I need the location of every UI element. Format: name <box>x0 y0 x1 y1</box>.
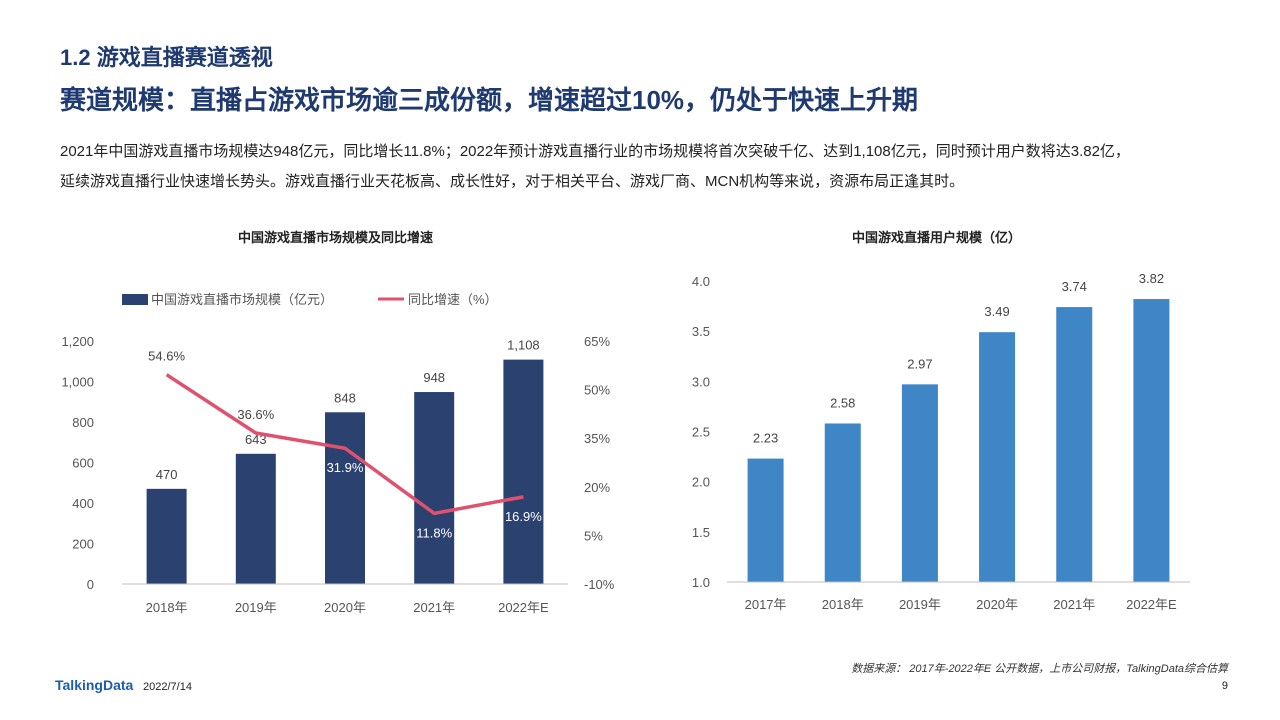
y-left-tick-label: 800 <box>72 415 94 430</box>
x-category-label: 2019年 <box>899 597 941 612</box>
user-scale-bar <box>747 458 784 582</box>
page-number: 9 <box>1221 680 1228 692</box>
user-scale-bar <box>979 332 1016 582</box>
x-category-label: 2021年 <box>413 600 455 615</box>
market-size-data-label: 1,108 <box>507 338 540 353</box>
market-size-bar <box>414 392 455 584</box>
data-source: 数据来源： 2017年-2022年E 公开数据，上市公司财报，TalkingDa… <box>851 663 1228 675</box>
legend-bar-swatch <box>122 294 148 305</box>
x-category-label: 2020年 <box>976 597 1018 612</box>
growth-rate-data-label: 31.9% <box>327 460 364 475</box>
y-tick-label: 2.5 <box>692 425 710 440</box>
user-scale-data-label: 2.23 <box>753 431 778 446</box>
user-scale-bar <box>1133 299 1170 582</box>
section-title: 1.2 游戏直播赛道透视 <box>60 45 273 70</box>
y-right-tick-label: -10% <box>584 577 615 592</box>
y-left-tick-label: 0 <box>87 577 94 592</box>
user-scale-bar <box>1056 307 1093 582</box>
growth-rate-data-label: 11.8% <box>416 525 452 540</box>
growth-rate-line <box>165 373 524 516</box>
user-scale-data-label: 3.74 <box>1062 279 1087 294</box>
y-tick-label: 1.5 <box>692 525 710 540</box>
y-tick-label: 1.0 <box>692 575 710 590</box>
y-tick-label: 3.0 <box>692 374 710 389</box>
user-scale-data-label: 2.97 <box>907 356 932 371</box>
user-scale-data-label: 3.82 <box>1139 271 1164 286</box>
talkingdata-logo: TalkingData <box>55 677 134 693</box>
market-size-bar <box>235 453 276 584</box>
x-category-label: 2022年E <box>498 600 549 615</box>
users-chart-title: 中国游戏直播用户规模（亿） <box>852 230 1022 245</box>
headline: 赛道规模：直播占游戏市场逾三成份额，增速超过10%，仍处于快速上升期 <box>60 85 919 115</box>
legend-bar-label: 中国游戏直播市场规模（亿元） <box>151 292 333 307</box>
x-category-label: 2018年 <box>822 597 864 612</box>
footer-date: 2022/7/14 <box>143 681 192 693</box>
y-tick-label: 4.0 <box>692 274 710 289</box>
market-size-bar <box>146 488 187 584</box>
market-size-data-label: 948 <box>423 370 445 385</box>
x-category-label: 2022年E <box>1126 597 1177 612</box>
summary-text: 2021年中国游戏直播市场规模达948亿元，同比增长11.8%；2022年预计游… <box>60 137 1230 197</box>
market-size-data-label: 470 <box>156 467 178 482</box>
x-category-label: 2020年 <box>324 600 366 615</box>
market-size-bar <box>503 359 544 584</box>
x-category-label: 2018年 <box>146 600 188 615</box>
x-category-label: 2021年 <box>1053 597 1095 612</box>
market-size-data-label: 848 <box>334 390 356 405</box>
y-tick-label: 3.5 <box>692 324 710 339</box>
y-right-tick-label: 20% <box>584 480 610 495</box>
y-right-tick-label: 35% <box>584 431 610 446</box>
x-category-label: 2017年 <box>745 597 787 612</box>
summary-line-1: 2021年中国游戏直播市场规模达948亿元，同比增长11.8%；2022年预计游… <box>60 143 1130 160</box>
market-size-bar <box>325 412 365 584</box>
y-right-tick-label: 65% <box>584 334 610 349</box>
y-tick-label: 2.0 <box>692 475 710 490</box>
user-scale-bar <box>901 384 938 582</box>
y-left-tick-label: 1,000 <box>61 375 94 390</box>
market-size-chart: 中国游戏直播市场规模（亿元） 同比增速（%） 0 200 400 600 800 1,000 1… <box>61 292 615 615</box>
growth-rate-data-label: 36.6% <box>237 407 274 422</box>
market-chart-title: 中国游戏直播市场规模及同比增速 <box>238 230 434 245</box>
y-right-tick-label: 5% <box>584 528 603 543</box>
y-left-tick-label: 200 <box>72 537 94 552</box>
legend-line-label: 同比增速（%） <box>408 292 498 307</box>
growth-rate-data-label: 54.6% <box>148 349 185 364</box>
y-left-tick-label: 1,200 <box>61 334 94 349</box>
user-scale-chart: 1.0 1.5 2.0 2.5 3.0 3.5 4.0 2.23 2.58 2.97 3.49 3.7… <box>692 271 1190 612</box>
growth-rate-data-label: 16.9% <box>505 509 542 524</box>
user-scale-bar <box>824 423 861 582</box>
y-left-tick-label: 400 <box>72 496 94 511</box>
user-scale-data-label: 3.49 <box>984 304 1009 319</box>
user-scale-data-label: 2.58 <box>830 395 855 410</box>
x-category-label: 2019年 <box>235 600 277 615</box>
summary-line-2: 延续游戏直播行业快速增长势头。游戏直播行业天花板高、成长性好，对于相关平台、游戏… <box>60 173 965 190</box>
y-left-tick-label: 600 <box>72 456 94 471</box>
y-right-tick-label: 50% <box>584 383 610 398</box>
